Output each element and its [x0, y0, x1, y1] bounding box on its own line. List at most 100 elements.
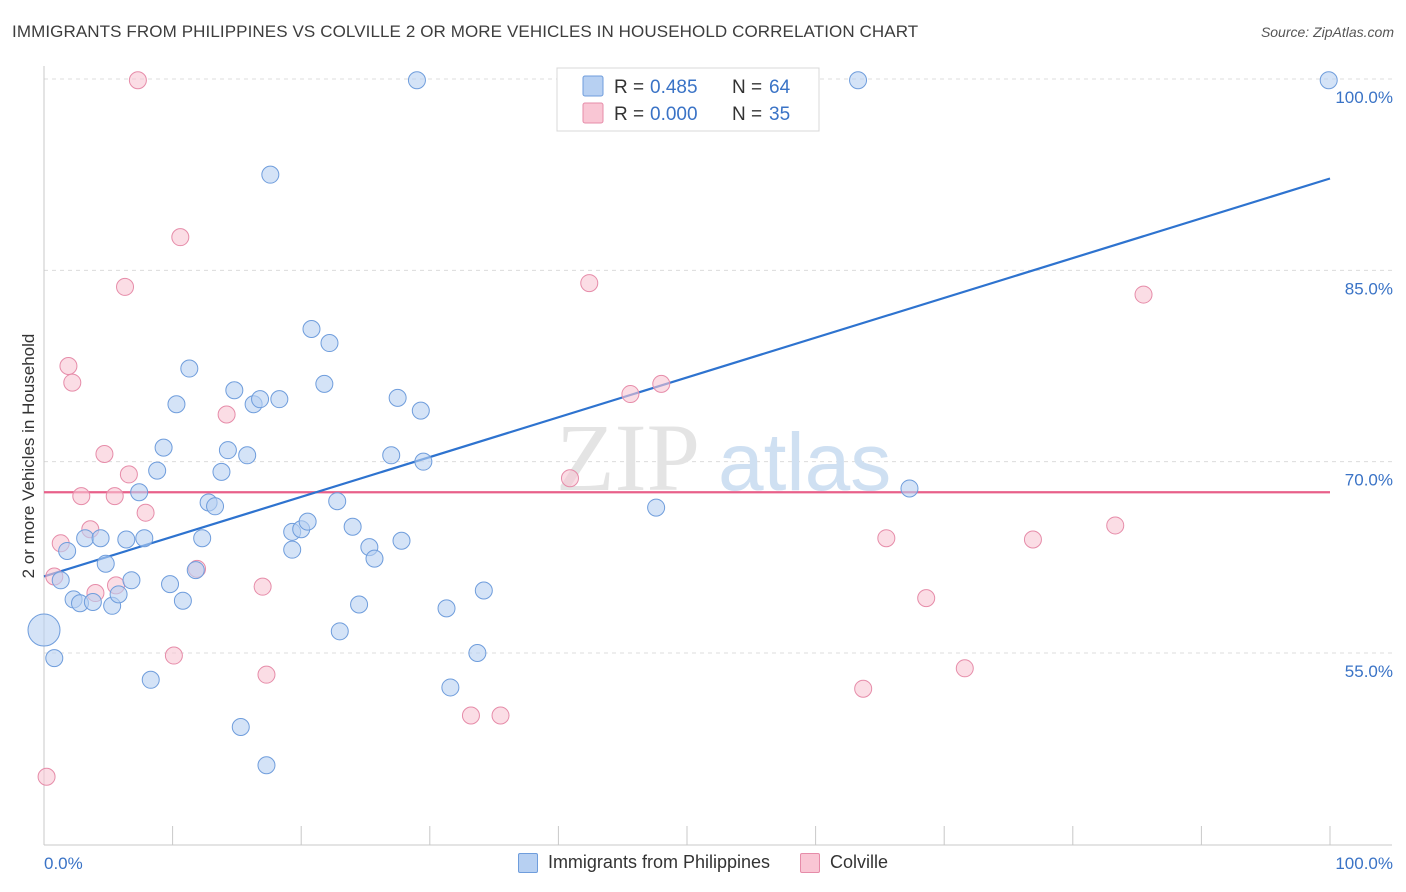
- data-point-philippines: [330, 622, 349, 641]
- data-point-colville: [461, 706, 480, 725]
- legend-n-label-1: N =: [732, 77, 762, 98]
- data-point-philippines: [343, 517, 362, 536]
- data-point-colville: [1134, 285, 1153, 304]
- data-point-philippines: [414, 452, 433, 471]
- y-axis-title: 2 or more Vehicles in Household: [19, 334, 38, 579]
- data-point-colville: [63, 373, 82, 392]
- legend-r-value-2: 0.000: [650, 104, 698, 125]
- data-point-philippines: [365, 549, 384, 568]
- trend-lines: [43, 177, 1331, 578]
- data-point-colville: [171, 228, 190, 247]
- data-point-philippines: [58, 541, 77, 560]
- data-point-philippines: [388, 388, 407, 407]
- trend-line-philippines: [43, 177, 1331, 578]
- data-point-philippines: [91, 529, 110, 548]
- y-tick-label: 55.0%: [1345, 662, 1393, 681]
- data-point-philippines: [261, 165, 280, 184]
- data-point-philippines: [154, 438, 173, 457]
- axes: [43, 66, 1392, 846]
- data-point-philippines: [141, 670, 160, 689]
- data-point-colville: [72, 487, 91, 506]
- y-tick-label: 100.0%: [1335, 88, 1393, 107]
- data-point-colville: [253, 577, 272, 596]
- source-label: Source: ZipAtlas.com: [1260, 24, 1394, 40]
- series-swatch-pink: [800, 852, 821, 873]
- data-point-colville: [877, 529, 896, 548]
- data-point-philippines: [186, 561, 205, 580]
- legend-swatch-pink: [582, 102, 604, 124]
- data-point-philippines: [468, 644, 487, 662]
- data-point-philippines: [135, 529, 154, 548]
- data-point-colville: [652, 374, 671, 393]
- series-legend: Immigrants from Philippines Colville: [0, 852, 1406, 873]
- data-point-philippines: [193, 529, 212, 548]
- x-tick-label-min: 0.0%: [44, 854, 83, 873]
- chart-title: IMMIGRANTS FROM PHILIPPINES VS COLVILLE …: [12, 22, 919, 41]
- data-point-colville: [217, 405, 236, 424]
- legend-n-value-2: 35: [769, 104, 790, 125]
- data-point-philippines: [83, 592, 102, 611]
- data-point-philippines: [76, 529, 95, 548]
- data-point-philippines: [315, 374, 334, 393]
- series-label-colville: Colville: [830, 852, 889, 872]
- data-point-philippines: [122, 571, 141, 590]
- data-point-colville: [37, 767, 56, 786]
- data-point-philippines: [849, 71, 868, 90]
- legend-n-value-1: 64: [769, 77, 791, 98]
- data-point-philippines: [900, 479, 919, 498]
- watermark: ZIP atlas: [556, 404, 891, 511]
- data-point-philippines: [161, 575, 180, 594]
- data-point-colville: [621, 385, 640, 404]
- data-point-philippines: [27, 613, 61, 647]
- data-point-philippines: [350, 595, 369, 614]
- data-point-philippines: [218, 441, 237, 460]
- data-point-philippines: [441, 678, 460, 697]
- data-point-philippines: [180, 359, 199, 378]
- legend: R = 0.485 N = 64 R = 0.000 N = 35: [556, 67, 820, 132]
- watermark-zip: ZIP: [556, 404, 700, 511]
- gridlines: [44, 78, 1392, 654]
- legend-n-label-2: N =: [732, 104, 762, 125]
- data-point-colville: [580, 274, 599, 293]
- data-point-philippines: [407, 71, 426, 90]
- data-point-philippines: [117, 530, 136, 549]
- data-point-philippines: [231, 717, 250, 736]
- data-point-philippines: [302, 320, 321, 339]
- y-tick-label: 70.0%: [1345, 471, 1393, 490]
- data-point-philippines: [130, 483, 149, 502]
- data-point-colville: [955, 659, 974, 678]
- data-point-philippines: [320, 334, 339, 353]
- data-point-philippines: [474, 581, 493, 600]
- series-swatch-blue: [517, 852, 538, 873]
- data-point-colville: [136, 503, 155, 522]
- data-point-philippines: [647, 498, 666, 517]
- data-point-philippines: [328, 492, 347, 511]
- data-point-philippines: [173, 591, 192, 610]
- data-point-colville: [105, 487, 124, 506]
- data-point-colville: [917, 589, 936, 608]
- data-point-philippines: [148, 461, 167, 480]
- legend-r-label-1: R =: [614, 77, 644, 98]
- data-point-philippines: [1319, 71, 1338, 90]
- data-point-philippines: [298, 512, 317, 531]
- data-point-philippines: [251, 390, 270, 409]
- data-point-colville: [164, 646, 183, 665]
- data-point-philippines: [45, 649, 64, 668]
- data-point-colville: [257, 665, 276, 684]
- data-point-philippines: [270, 390, 289, 409]
- data-point-philippines: [411, 401, 430, 420]
- data-point-philippines: [51, 571, 70, 590]
- data-point-philippines: [212, 462, 231, 481]
- legend-swatch-blue: [582, 75, 604, 97]
- data-point-colville: [59, 357, 78, 375]
- data-point-philippines: [96, 554, 115, 573]
- legend-r-label-2: R =: [614, 104, 644, 125]
- data-point-colville: [95, 445, 114, 464]
- tick-labels: 55.0% 70.0% 85.0% 100.0% 0.0% 100.0%: [44, 88, 1393, 873]
- data-point-colville: [116, 277, 135, 296]
- y-tick-label: 85.0%: [1345, 279, 1393, 298]
- x-tick-label-max: 100.0%: [1335, 854, 1393, 873]
- watermark-atlas: atlas: [718, 417, 891, 508]
- data-point-philippines: [392, 531, 411, 550]
